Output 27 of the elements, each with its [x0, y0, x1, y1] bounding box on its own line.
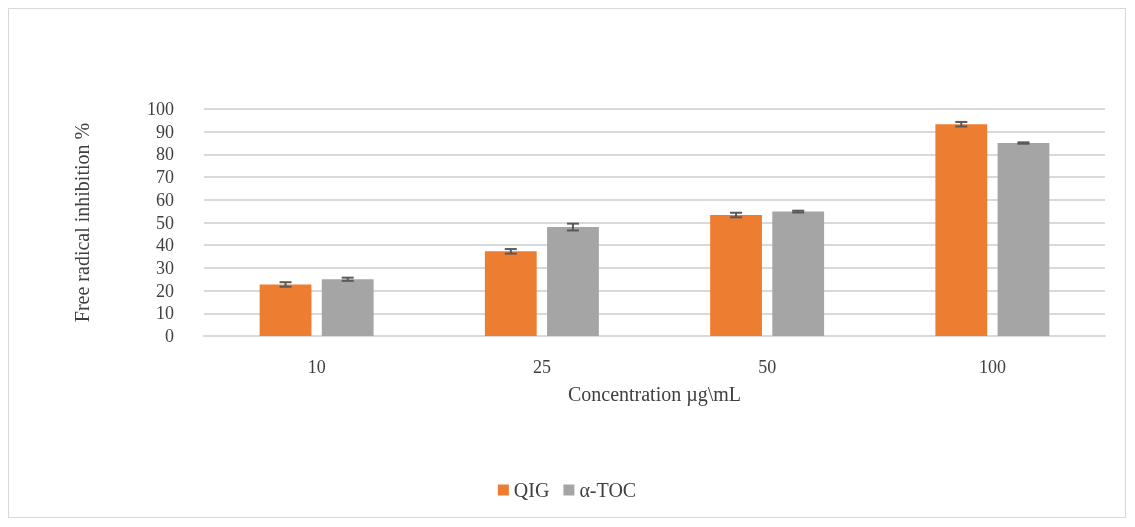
legend-label: α-TOC	[579, 479, 637, 501]
bar	[710, 215, 762, 336]
x-tick-label: 25	[532, 357, 551, 377]
y-tick-label: 20	[156, 280, 174, 301]
y-tick-label: 80	[156, 144, 174, 165]
y-tick-label: 0	[165, 326, 174, 346]
y-tick-label: 50	[156, 212, 174, 233]
x-tick-label: 10	[307, 357, 326, 377]
y-tick-label: 30	[156, 257, 174, 278]
y-tick-label: 90	[156, 121, 174, 142]
legend-label: QIG	[513, 479, 550, 501]
y-tick-label: 60	[156, 189, 174, 210]
bar	[997, 143, 1050, 336]
x-tick-label: 100	[978, 357, 1006, 377]
y-axis-title: Free radical inhibition %	[71, 122, 93, 323]
x-tick-label: 50	[758, 357, 777, 377]
bar	[772, 211, 825, 336]
y-tick-label: 70	[156, 167, 174, 188]
bar	[547, 227, 599, 336]
y-tick-label: 10	[156, 303, 174, 324]
bar	[484, 251, 537, 336]
bar	[935, 124, 988, 336]
y-tick-label: 40	[156, 235, 174, 256]
bar	[259, 284, 312, 336]
bar	[321, 279, 374, 336]
y-tick-label: 100	[147, 99, 174, 119]
x-axis-title: Concentration µg\mL	[567, 383, 742, 406]
